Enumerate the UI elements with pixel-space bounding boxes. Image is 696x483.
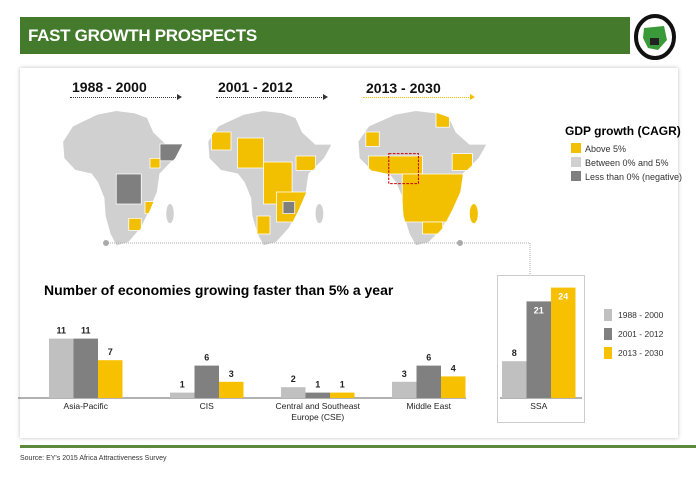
- data-label: 7: [108, 347, 113, 357]
- legend-swatch: [604, 328, 612, 340]
- bar: [98, 360, 123, 398]
- category-label: Central and Southeast: [275, 401, 360, 411]
- data-label: 11: [81, 326, 91, 336]
- bar: [392, 381, 417, 398]
- timeline-connector: [103, 240, 531, 275]
- bar: [219, 381, 244, 398]
- period-label: 1988 - 2000: [72, 79, 147, 95]
- map-legend-item: Between 0% and 5%: [571, 157, 669, 168]
- category-label: Asia-Pacific: [64, 401, 109, 411]
- bar: [305, 392, 330, 398]
- legend-label: 1988 - 2000: [618, 310, 664, 320]
- category-label: Middle East: [407, 401, 452, 411]
- map-1988-2000: [61, 109, 184, 247]
- bar: [526, 301, 551, 398]
- legend-label: 2001 - 2012: [618, 329, 664, 339]
- bar: [502, 361, 527, 398]
- source-note: Source: EY's 2015 Africa Attractiveness …: [20, 455, 167, 462]
- bar: [170, 392, 195, 398]
- data-label: 3: [402, 369, 407, 379]
- bar: [551, 287, 576, 398]
- data-label: 6: [426, 353, 431, 363]
- data-label: 8: [512, 348, 517, 358]
- data-label: 1: [180, 380, 185, 390]
- data-label: 3: [229, 369, 234, 379]
- data-label: 1: [340, 380, 345, 390]
- data-label: 1: [315, 380, 320, 390]
- arrow-icon: [216, 94, 328, 100]
- period-label: 2001 - 2012: [218, 79, 293, 95]
- logo-emblem: [634, 14, 676, 60]
- bar: [73, 338, 98, 398]
- data-label: 24: [558, 292, 568, 302]
- map-legend-item: Less than 0% (negative): [571, 171, 682, 182]
- data-label: 11: [56, 326, 66, 336]
- period-label: 2013 - 2030: [366, 80, 441, 96]
- data-label: 6: [204, 353, 209, 363]
- category-label: SSA: [530, 401, 547, 411]
- arrow-icon: [70, 94, 182, 100]
- bar: [49, 338, 74, 398]
- chart-title: Number of economies growing faster than …: [44, 282, 394, 298]
- legend-swatch: [604, 309, 612, 321]
- map-legend-title: GDP growth (CAGR): [565, 124, 681, 138]
- bar: [441, 376, 466, 398]
- footer-rule: [20, 445, 696, 448]
- bar: [194, 365, 219, 398]
- legend-swatch: [604, 347, 612, 359]
- data-label: 2: [291, 374, 296, 384]
- page-title: FAST GROWTH PROSPECTS: [28, 26, 257, 45]
- data-label: 4: [451, 363, 456, 373]
- ssa-highlight-box: [497, 275, 585, 423]
- category-label: CIS: [200, 401, 215, 411]
- bar: [416, 365, 441, 398]
- map-2001-2012: [206, 109, 334, 247]
- data-label: 21: [534, 305, 544, 315]
- category-label: Europe (CSE): [291, 412, 344, 422]
- legend-label: 2013 - 2030: [618, 348, 664, 358]
- bar: [281, 387, 306, 398]
- title-bar: FAST GROWTH PROSPECTS: [20, 17, 630, 54]
- map-legend-item: Above 5%: [571, 143, 626, 154]
- bar: [330, 392, 355, 398]
- arrow-icon: [363, 94, 475, 100]
